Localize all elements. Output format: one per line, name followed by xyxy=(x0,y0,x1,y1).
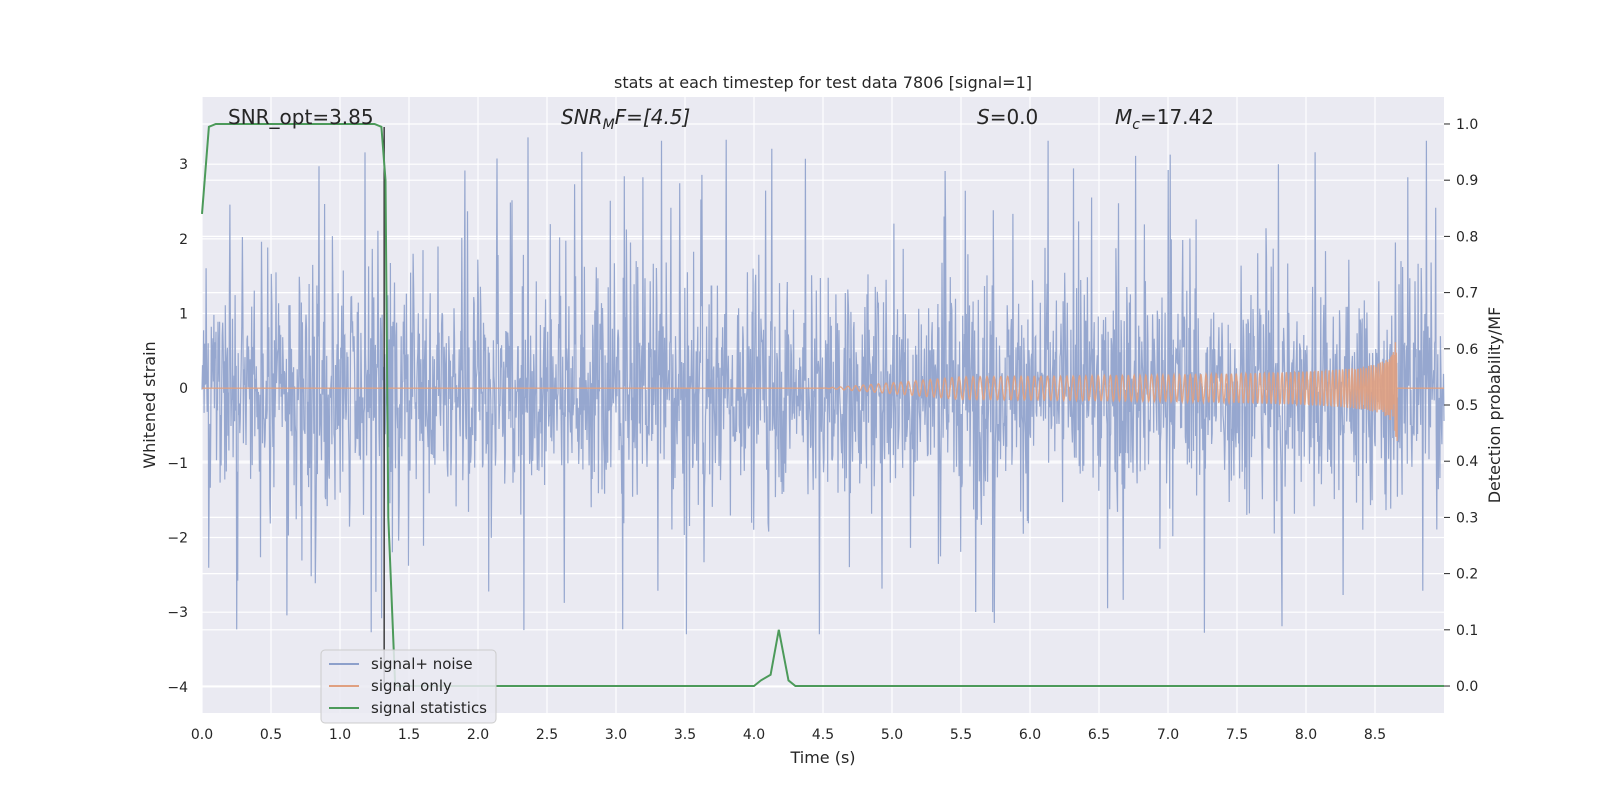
mc-annotation: Mc=17.42 xyxy=(1115,105,1214,133)
x-tick-label: 3.0 xyxy=(605,727,627,743)
y2-tick-label: 0.4 xyxy=(1456,454,1478,470)
x-tick-label: 6.5 xyxy=(1088,727,1110,743)
x-tick-label: 0.5 xyxy=(260,727,282,743)
y-tick-label: 1 xyxy=(179,307,188,323)
y2-tick-label: 0.3 xyxy=(1456,510,1478,526)
x-tick-label: 7.5 xyxy=(1226,727,1248,743)
x-tick-label: 0.0 xyxy=(191,727,213,743)
mc-value: =17.42 xyxy=(1140,105,1214,129)
y2-tick-label: 0.5 xyxy=(1456,398,1478,414)
signal-noise-line xyxy=(201,137,1445,635)
y-tick-label: −4 xyxy=(167,680,188,696)
x-tick-label: 8.0 xyxy=(1295,727,1317,743)
ticks: 0.0 0.5 1.0 1.5 2.0 2.5 3.0 3.5 4.0 4.5 5.0 5.5 6.0 6… xyxy=(167,117,1478,743)
snr-mf-rest: F=[4.5] xyxy=(615,105,691,129)
signal-only-line xyxy=(202,342,1444,442)
y2-tick-label: 0.0 xyxy=(1456,679,1478,695)
snr-opt-annotation: SNR_opt=3.85 xyxy=(228,105,374,129)
y-tick-label: −3 xyxy=(167,605,188,621)
s-value: =0.0 xyxy=(990,105,1039,129)
signal-noise-series xyxy=(201,137,1445,635)
x-axis-label: Time (s) xyxy=(789,748,855,767)
y2-tick-label: 0.6 xyxy=(1456,342,1478,358)
x-tick-label: 2.0 xyxy=(467,727,489,743)
snr-mf-label: SNR xyxy=(561,105,603,129)
legend-label-noise: signal+ noise xyxy=(371,655,473,673)
s-annotation: S=0.0 xyxy=(977,105,1038,129)
x-tick-label: 4.5 xyxy=(812,727,834,743)
y2-tick-label: 0.8 xyxy=(1456,229,1478,245)
mc-label: M xyxy=(1115,105,1132,129)
y-tick-label: −1 xyxy=(167,456,188,472)
y2-axis-label: Detection probability/MF xyxy=(1485,307,1504,504)
chart-title: stats at each timestep for test data 780… xyxy=(614,73,1032,92)
y-tick-label: 3 xyxy=(179,157,188,173)
mc-sub: c xyxy=(1132,117,1140,133)
y2-tick-label: 0.7 xyxy=(1456,286,1478,302)
s-label: S xyxy=(977,105,990,129)
y2-tick-label: 0.1 xyxy=(1456,623,1478,639)
legend-box xyxy=(320,649,497,724)
x-tick-label: 7.0 xyxy=(1157,727,1179,743)
x-tick-label: 3.5 xyxy=(674,727,696,743)
x-tick-label: 8.5 xyxy=(1364,727,1386,743)
snr-mf-sub: M xyxy=(603,117,615,133)
x-tick-label: 6.0 xyxy=(1019,727,1041,743)
y2-tick-label: 1.0 xyxy=(1456,117,1478,133)
y-tick-label: −2 xyxy=(167,531,188,547)
y-axis-label: Whitened strain xyxy=(140,341,159,468)
legend-label-stats: signal statistics xyxy=(371,699,487,717)
legend: signal+ noise signal only signal statist… xyxy=(320,649,497,724)
y-tick-label: 2 xyxy=(179,232,188,248)
y2-tick-label: 0.9 xyxy=(1456,173,1478,189)
legend-label-signal: signal only xyxy=(371,677,452,695)
snr-mf-annotation: SNRMF=[4.5] xyxy=(561,105,690,133)
x-tick-label: 4.0 xyxy=(743,727,765,743)
x-tick-label: 1.5 xyxy=(398,727,420,743)
x-tick-label: 2.5 xyxy=(536,727,558,743)
y2-tick-label: 0.2 xyxy=(1456,567,1478,583)
x-tick-label: 5.0 xyxy=(881,727,903,743)
x-tick-label: 1.0 xyxy=(329,727,351,743)
signal-only-series xyxy=(202,342,1444,442)
x-tick-label: 5.5 xyxy=(950,727,972,743)
y-tick-label: 0 xyxy=(179,381,188,397)
